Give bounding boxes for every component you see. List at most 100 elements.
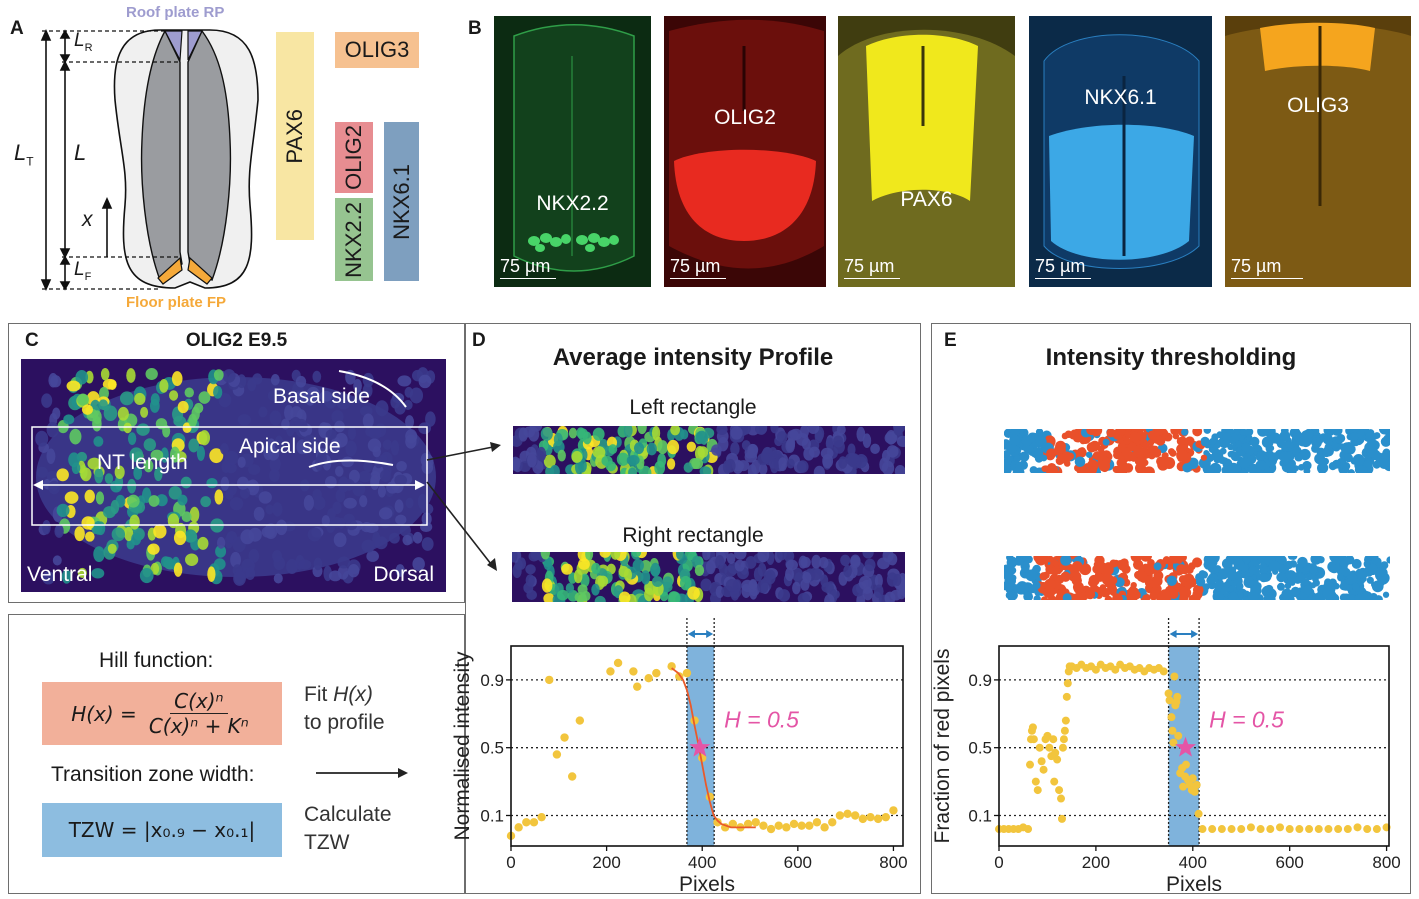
red-pixel (1137, 431, 1147, 441)
data-point (1256, 825, 1265, 834)
y-tick-label: 0.1 (968, 806, 992, 825)
blue-pixel (1085, 451, 1093, 458)
blue-pixel (1216, 431, 1224, 439)
cell (640, 570, 651, 585)
data-point (613, 658, 623, 668)
cell (754, 426, 768, 435)
blue-pixel (1249, 436, 1260, 447)
cell (93, 520, 103, 535)
data-point (1314, 825, 1323, 834)
cell (143, 438, 157, 452)
cell (777, 589, 791, 602)
chart-fraction-red: H = 0.5 0 200 400 600 800 0.1 0.5 0.9 Pixels Fract… (931, 618, 1401, 894)
cell (744, 451, 758, 463)
h-annotation: H = 0.5 (724, 706, 799, 732)
cell (349, 469, 360, 483)
cell (273, 573, 283, 584)
cell (218, 392, 232, 408)
blue-pixel (1166, 575, 1177, 586)
cell (675, 552, 685, 561)
blue-pixel (1361, 591, 1373, 600)
cell (833, 440, 845, 454)
red-pixel (1159, 589, 1171, 600)
blue-pixel (1297, 464, 1305, 471)
cell (825, 437, 834, 451)
data-point (1045, 743, 1054, 752)
l-arrow (59, 60, 71, 259)
cell (786, 458, 795, 469)
data-point (782, 823, 791, 832)
blue-pixel (1060, 556, 1072, 566)
panel-c: C OLIG2 E9.5 Basal side Apical side NT l… (8, 323, 465, 603)
cell (717, 436, 729, 452)
blue-pixel (1009, 434, 1021, 446)
blue-pixel (1227, 556, 1235, 564)
cell (884, 431, 898, 445)
blue-pixel (1209, 437, 1217, 445)
cell (273, 387, 286, 399)
cell (347, 426, 357, 440)
blue-pixel (1245, 434, 1253, 441)
red-pixel (1117, 559, 1129, 571)
cell (667, 591, 681, 602)
blue-pixel (1352, 453, 1365, 466)
data-point (522, 818, 531, 827)
blue-pixel (1005, 591, 1014, 600)
red-pixel (1162, 556, 1171, 565)
cell (98, 399, 108, 411)
blue-pixel (1344, 453, 1353, 463)
dashed-guides (42, 30, 180, 290)
data-point (1285, 825, 1294, 834)
nkx22-cells (528, 233, 619, 252)
h-annotation: H = 0.5 (1209, 706, 1284, 732)
red-pixel (1179, 594, 1188, 600)
cell (394, 499, 404, 513)
data-point (1192, 780, 1201, 789)
cell (42, 520, 51, 535)
cell (389, 532, 400, 544)
cell (160, 447, 169, 463)
cell (213, 558, 226, 570)
data-point (1208, 825, 1217, 834)
data-point (766, 824, 776, 834)
red-pixel (1121, 447, 1131, 457)
x-tick-label: 800 (879, 853, 907, 872)
cell (247, 378, 257, 392)
blue-pixel (1025, 569, 1038, 582)
cell (540, 427, 553, 441)
red-pixel (1125, 429, 1132, 433)
cell (882, 552, 894, 563)
cell (77, 393, 89, 406)
cell (578, 558, 590, 570)
cell (582, 431, 592, 445)
blue-pixel (1339, 593, 1348, 600)
cell (796, 460, 809, 474)
cell (149, 399, 160, 413)
blue-pixel (1335, 435, 1344, 444)
cell (81, 516, 95, 530)
data-point (1353, 823, 1362, 832)
blue-pixel (1004, 573, 1015, 584)
red-pixel (1147, 430, 1157, 440)
cell (813, 465, 825, 474)
cell (745, 556, 757, 569)
blue-pixel (1195, 577, 1206, 587)
red-pixel (1039, 572, 1048, 581)
panel-d-letter: D (472, 330, 486, 351)
red-pixel (1161, 452, 1169, 460)
red-pixel (1081, 566, 1090, 574)
cell (347, 564, 360, 578)
cell (395, 514, 407, 525)
cell (95, 491, 105, 505)
cell (103, 405, 118, 422)
data-point (1035, 743, 1044, 752)
cell (42, 571, 55, 585)
cell (111, 527, 126, 542)
blue-pixel (1248, 565, 1258, 575)
blue-pixel (1213, 565, 1222, 573)
red-pixel (1085, 589, 1096, 600)
plot-frame (510, 645, 904, 847)
cell (126, 368, 136, 383)
blue-pixel (1379, 429, 1390, 435)
cell (574, 592, 587, 602)
